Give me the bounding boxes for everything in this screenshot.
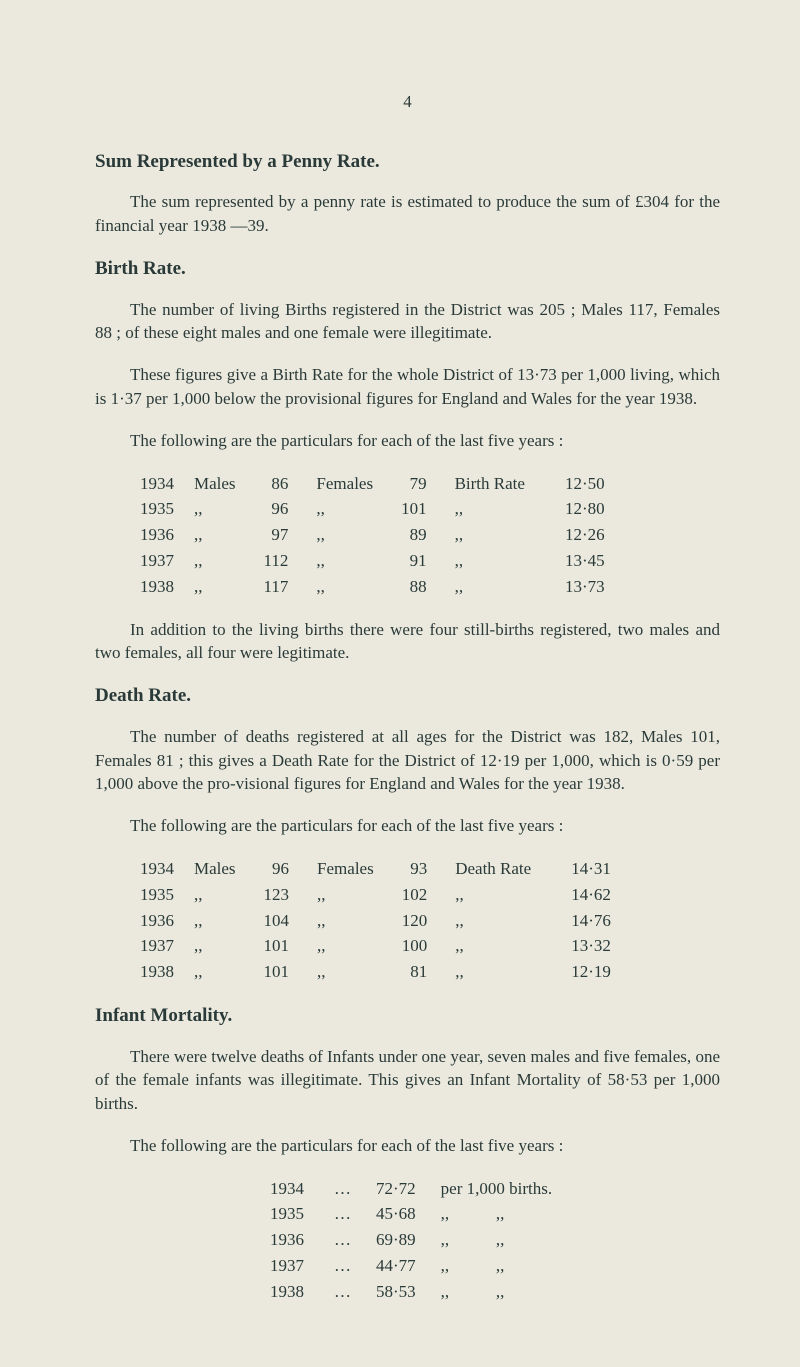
table-row: 1937…44·77,, ,, xyxy=(260,1253,562,1279)
table-row: 1938,,101,,81,,12·19 xyxy=(130,959,621,985)
para-infant-2: The following are the particulars for ea… xyxy=(95,1134,720,1158)
table-row: 1935…45·68,, ,, xyxy=(260,1201,562,1227)
table-row: 1934…72·72per 1,000 births. xyxy=(260,1176,562,1202)
table-row: 1936,,104,,120,,14·76 xyxy=(130,908,621,934)
infant-table: 1934…72·72per 1,000 births. 1935…45·68,,… xyxy=(260,1176,562,1305)
para-birth-1: The number of living Births registered i… xyxy=(95,298,720,346)
para-infant-1: There were twelve deaths of Infants unde… xyxy=(95,1045,720,1116)
table-row: 1936,,97,,89,,12·26 xyxy=(130,522,615,548)
heading-birth: Birth Rate. xyxy=(95,256,720,283)
table-row: 1935,,123,,102,,14·62 xyxy=(130,882,621,908)
table-row: 1938,,117,,88,,13·73 xyxy=(130,574,615,600)
para-death-1: The number of deaths registered at all a… xyxy=(95,725,720,796)
heading-death: Death Rate. xyxy=(95,683,720,710)
birth-table: 1934Males86Females79Birth Rate12·50 1935… xyxy=(130,471,615,600)
table-row: 1937,,112,,91,,13·45 xyxy=(130,548,615,574)
table-row: 1934Males86Females79Birth Rate12·50 xyxy=(130,471,615,497)
para-birth-3: The following are the particulars for ea… xyxy=(95,429,720,453)
para-sum: The sum represented by a penny rate is e… xyxy=(95,190,720,238)
para-birth-2: These figures give a Birth Rate for the … xyxy=(95,363,720,411)
death-table: 1934Males96Females93Death Rate14·31 1935… xyxy=(130,856,621,985)
table-row: 1936…69·89,, ,, xyxy=(260,1227,562,1253)
table-row: 1935,,96,,101,,12·80 xyxy=(130,496,615,522)
table-row: 1934Males96Females93Death Rate14·31 xyxy=(130,856,621,882)
table-row: 1938…58·53,, ,, xyxy=(260,1279,562,1305)
para-birth-4: In addition to the living births there w… xyxy=(95,618,720,666)
heading-sum: Sum Represented by a Penny Rate. xyxy=(95,149,720,176)
heading-infant: Infant Mortality. xyxy=(95,1003,720,1030)
page-number: 4 xyxy=(95,90,720,114)
para-death-2: The following are the particulars for ea… xyxy=(95,814,720,838)
table-row: 1937,,101,,100,,13·32 xyxy=(130,933,621,959)
